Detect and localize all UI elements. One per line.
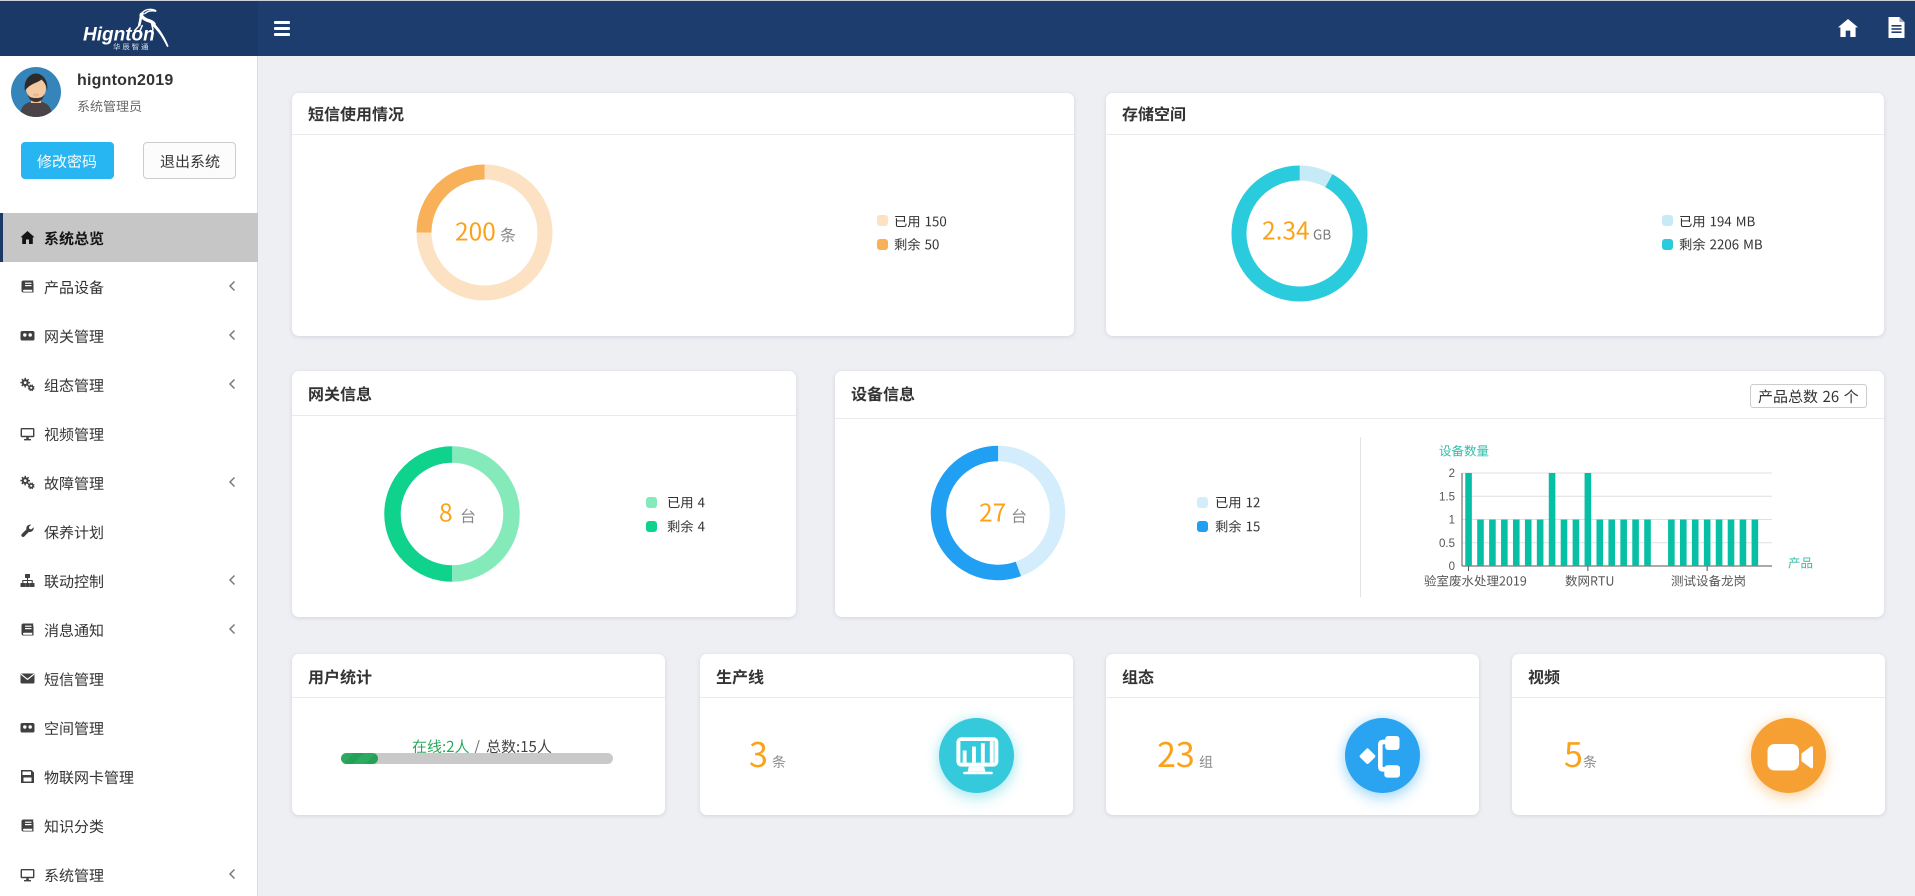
svg-text:1: 1 <box>1449 515 1455 527</box>
svg-text:1.5: 1.5 <box>1439 491 1455 503</box>
svg-text:Hignton: Hignton <box>83 25 155 46</box>
svg-text:0: 0 <box>1449 561 1455 573</box>
svg-text:0.5: 0.5 <box>1439 538 1455 550</box>
svg-text:2: 2 <box>1449 468 1455 480</box>
